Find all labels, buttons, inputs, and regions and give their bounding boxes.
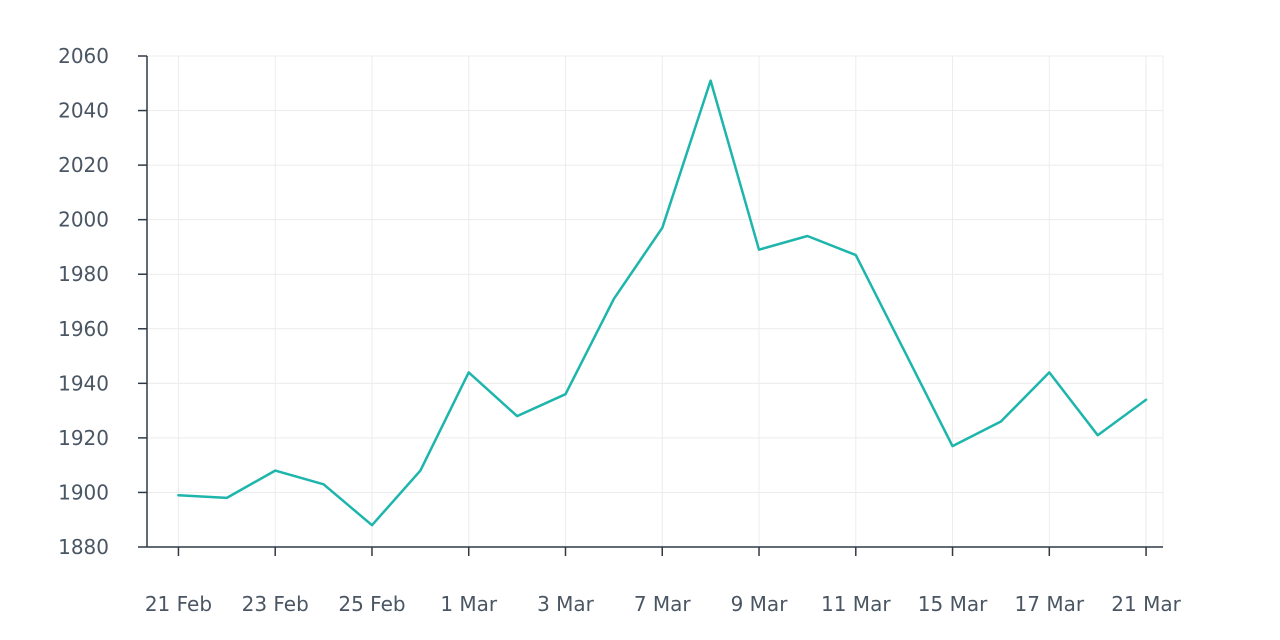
x-tick-label: 17 Mar [1015, 592, 1085, 616]
x-tick-label: 21 Mar [1111, 592, 1181, 616]
axes [138, 55, 1163, 556]
y-tick-label: 2000 [58, 208, 109, 232]
y-tick-label: 2060 [58, 44, 109, 68]
series-line [177, 79, 1148, 527]
x-tick-label: 1 Mar [440, 592, 498, 616]
x-tick-label: 15 Mar [918, 592, 988, 616]
series [177, 79, 1148, 527]
x-tick-label: 11 Mar [821, 592, 891, 616]
y-tick-label: 1940 [58, 371, 109, 395]
y-tick-label: 2020 [58, 153, 109, 177]
y-tick-label: 2040 [58, 99, 109, 123]
y-tick-label: 1880 [58, 535, 109, 559]
y-tick-labels: 1880 1900 1920 1940 1960 1980 2000 2020 2040 2060 [58, 44, 109, 559]
grid [147, 55, 1164, 547]
x-tick-label: 7 Mar [634, 592, 692, 616]
y-tick-label: 1980 [58, 262, 109, 286]
x-tick-label: 9 Mar [731, 592, 789, 616]
x-tick-label: 25 Feb [338, 592, 405, 616]
y-tick-label: 1960 [58, 317, 109, 341]
x-tick-label: 3 Mar [537, 592, 595, 616]
y-tick-label: 1920 [58, 426, 109, 450]
x-tick-label: 21 Feb [145, 592, 212, 616]
x-tick-labels: 21 Feb 23 Feb 25 Feb 1 Mar 3 Mar 7 Mar 9 Mar 11… [145, 592, 1182, 616]
x-tick-label: 23 Feb [242, 592, 309, 616]
y-tick-label: 1900 [58, 480, 109, 504]
